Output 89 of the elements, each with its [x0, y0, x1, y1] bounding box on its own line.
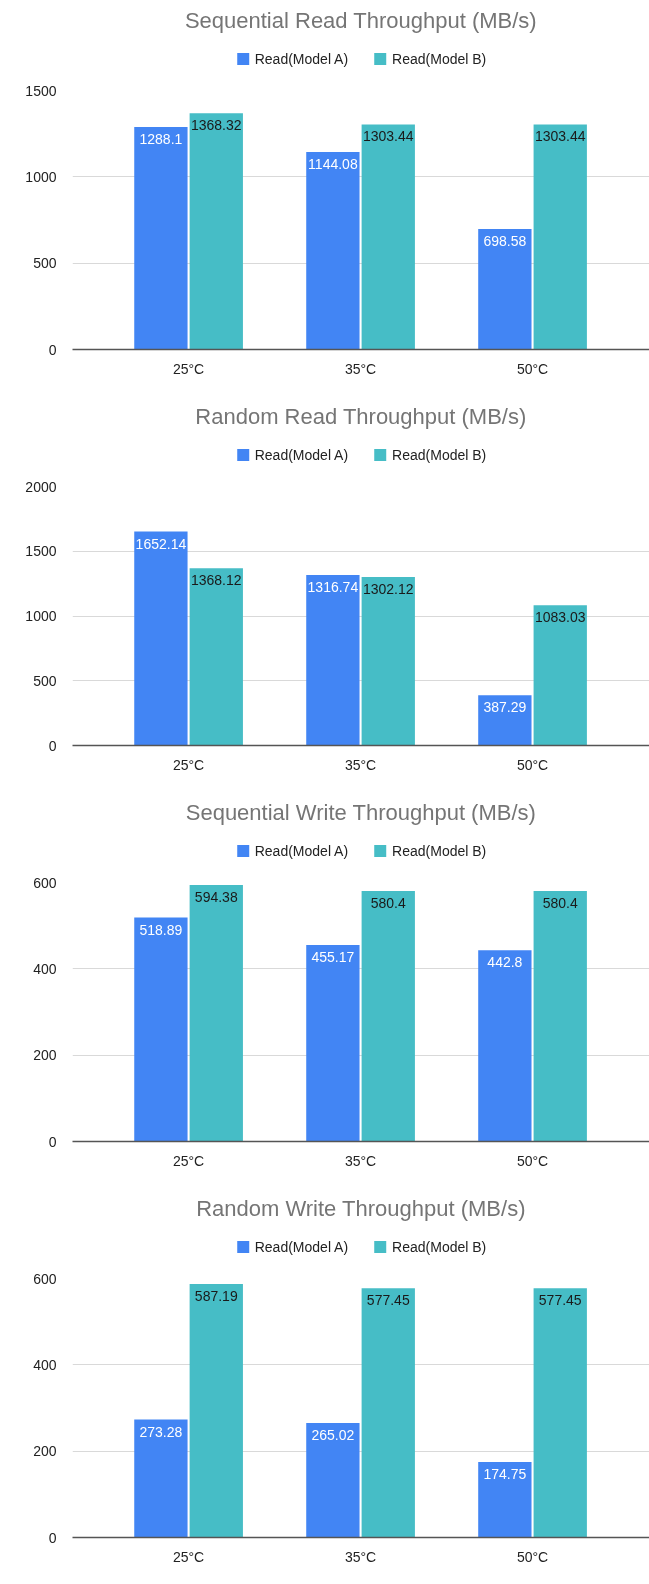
y-tick-label: 200	[33, 1047, 57, 1064]
bar	[361, 576, 415, 746]
data-label: 1368.32	[190, 117, 242, 134]
x-tick-label: 35°C	[344, 1548, 377, 1565]
legend-label: Read(Model A)	[254, 50, 349, 67]
y-tick-label: 1000	[25, 168, 57, 185]
x-tick-label: 25°C	[172, 756, 205, 773]
bar	[361, 1288, 415, 1538]
bar	[478, 1462, 532, 1538]
y-tick-label: 1500	[25, 543, 57, 560]
legend-label: Read(Model A)	[254, 446, 349, 463]
bar	[478, 950, 532, 1142]
bar	[189, 884, 243, 1142]
y-tick-label: 0	[48, 737, 57, 754]
data-label: 387.29	[483, 699, 527, 716]
legend-label: Read(Model A)	[254, 842, 349, 859]
y-tick-label: 500	[33, 672, 57, 689]
y-tick-label: 200	[33, 1443, 57, 1460]
y-tick-label: 400	[33, 1356, 57, 1373]
data-label: 1144.08	[308, 155, 358, 172]
y-tick-label: 500	[33, 255, 57, 272]
x-tick-label: 50°C	[516, 1152, 549, 1169]
data-label: 577.45	[538, 1292, 582, 1309]
x-tick-label: 25°C	[172, 1548, 205, 1565]
bar	[134, 917, 188, 1142]
data-label: 587.19	[194, 1288, 238, 1305]
bar	[189, 1284, 243, 1538]
data-label: 455.17	[311, 949, 355, 966]
bar	[134, 1419, 188, 1538]
data-label: 1368.12	[190, 572, 242, 589]
legend-label: Read(Model B)	[392, 842, 487, 859]
bar	[134, 127, 188, 350]
bar	[306, 945, 360, 1142]
data-label: 265.02	[311, 1427, 355, 1444]
data-label: 1303.44	[362, 128, 414, 145]
data-label: 1302.12	[362, 580, 414, 597]
x-tick-label: 50°C	[516, 756, 549, 773]
y-tick-label: 1000	[25, 608, 57, 624]
data-label: 580.4	[370, 894, 406, 911]
bar	[478, 695, 532, 746]
bar	[533, 890, 587, 1142]
y-tick-label: 0	[48, 1133, 57, 1150]
legend-label: Read(Model B)	[392, 50, 487, 67]
data-label: 698.58	[483, 232, 527, 249]
chart-title: Sequential Write Throughput (MB/s)	[185, 799, 536, 825]
y-tick-label: 600	[33, 874, 57, 891]
x-tick-label: 35°C	[344, 360, 377, 377]
bar	[533, 1288, 587, 1538]
chart-title: Sequential Read Throughput (MB/s)	[184, 7, 537, 33]
x-tick-label: 25°C	[172, 1152, 205, 1169]
data-label: 1316.74	[307, 578, 359, 595]
y-tick-label: 0	[48, 1529, 57, 1546]
data-label: 518.89	[139, 921, 183, 938]
legend-label: Read(Model A)	[254, 1238, 349, 1255]
bar	[306, 1423, 360, 1538]
data-label: 577.45	[366, 1292, 410, 1309]
data-label: 174.75	[483, 1466, 527, 1483]
y-tick-label: 400	[33, 960, 57, 977]
bar	[189, 568, 243, 746]
bar	[533, 605, 587, 746]
data-label: 273.28	[139, 1423, 183, 1440]
bar	[306, 574, 360, 746]
bar	[134, 531, 188, 746]
bar	[361, 890, 415, 1142]
data-label: 580.4	[542, 894, 578, 911]
bar	[533, 124, 587, 350]
legend-label: Read(Model B)	[392, 446, 487, 463]
data-label: 1652.14	[135, 535, 187, 552]
x-tick-label: 50°C	[516, 1548, 549, 1565]
bar	[478, 228, 532, 350]
data-label: 1288.1	[139, 131, 183, 148]
x-tick-label: 35°C	[344, 1152, 377, 1169]
x-tick-label: 50°C	[516, 360, 549, 377]
x-tick-label: 35°C	[344, 756, 377, 773]
data-label: 1083.03	[534, 609, 586, 626]
legend-label: Read(Model B)	[392, 1238, 487, 1255]
data-label: 442.8	[487, 954, 523, 971]
bar	[306, 151, 360, 350]
chart-title: Random Write Throughput (MB/s)	[196, 1195, 526, 1221]
y-tick-label: 2000	[25, 478, 57, 495]
bar	[189, 113, 243, 350]
y-tick-label: 1500	[25, 82, 57, 99]
y-tick-label: 0	[48, 341, 57, 358]
data-label: 594.38	[194, 888, 238, 905]
data-label: 1303.44	[534, 128, 586, 145]
x-tick-label: 25°C	[172, 360, 205, 377]
chart-title: Random Read Throughput (MB/s)	[195, 403, 527, 429]
y-tick-label: 600	[33, 1270, 57, 1287]
bar	[361, 124, 415, 350]
